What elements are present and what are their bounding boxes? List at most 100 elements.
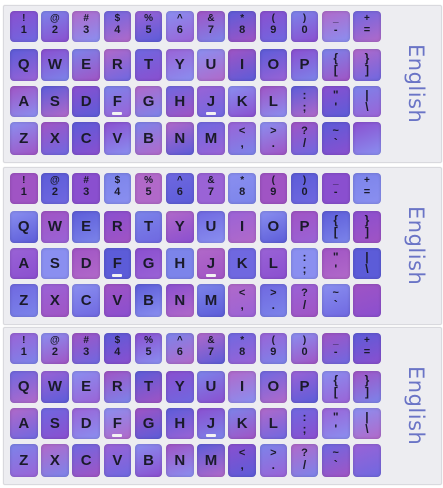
key-legend: Q: [17, 56, 30, 74]
key-sticker: L: [259, 408, 288, 439]
key-legend: S: [49, 254, 60, 272]
language-label: English: [396, 6, 436, 162]
key-shift-legend: >: [270, 125, 277, 137]
key-base-legend: ;: [302, 262, 307, 276]
key-legend: P: [299, 56, 310, 74]
key-sticker: % 5: [134, 11, 163, 42]
key-legend: L: [268, 92, 278, 110]
key-legend: X: [49, 451, 60, 469]
key-sticker: R: [103, 49, 132, 81]
key-shift-legend: !: [22, 13, 26, 24]
key-shift-legend: ~: [332, 287, 339, 299]
key-sticker: >.: [259, 444, 288, 477]
key-legend: T: [143, 56, 154, 74]
key-shift-legend: ": [332, 410, 339, 424]
key-sticker: ^ 6: [166, 11, 194, 42]
key-legend: G: [142, 92, 155, 110]
key-legend: T: [143, 378, 154, 396]
key-sticker: S: [41, 86, 69, 117]
key-sticker: Y: [166, 371, 194, 403]
key-legend: A: [18, 254, 30, 272]
key-sticker: P: [290, 49, 319, 81]
key-shift-legend: *: [240, 175, 245, 186]
key-shift-legend: *: [240, 335, 245, 346]
key-legend: Z: [19, 451, 29, 469]
key-sticker: * 8: [228, 173, 256, 204]
key-base-legend: ;: [302, 100, 307, 114]
key-legend: J: [206, 414, 216, 432]
key-sticker: U: [197, 211, 225, 243]
key-base-legend: ]: [364, 385, 369, 399]
key-shift-legend: +: [364, 175, 370, 186]
key-sticker: X: [41, 284, 69, 317]
key-sticker: <,: [228, 284, 256, 317]
key-legend: F: [112, 92, 122, 110]
key-sticker: X: [41, 444, 69, 477]
key-sticker: + =: [353, 11, 381, 42]
key-base-legend: =: [363, 186, 371, 198]
key-sticker: ! 1: [10, 173, 38, 204]
key-base-legend: 5: [145, 24, 152, 36]
key-legend: O: [267, 378, 280, 396]
key-legend: P: [299, 378, 310, 396]
key-sticker: J: [197, 408, 225, 439]
key-sticker: $4: [103, 173, 132, 204]
key-shift-legend: #: [83, 335, 89, 346]
key-base-legend: =: [363, 346, 371, 358]
key-sticker: ~ `: [322, 284, 350, 317]
key-shift-legend: ": [332, 88, 339, 102]
key-sticker: W: [41, 49, 69, 81]
key-legend: K: [236, 254, 248, 272]
key-legend: K: [236, 92, 248, 110]
key-shift-legend: |: [365, 250, 369, 264]
key-shift-legend: {: [333, 213, 339, 227]
key-base-legend: ,: [240, 298, 244, 312]
key-shift-legend: ": [332, 250, 339, 264]
key-legend: U: [205, 56, 217, 74]
key-sticker: T: [134, 371, 163, 403]
key-sticker: ~ `: [322, 444, 350, 477]
key-shift-legend: <: [238, 125, 246, 137]
key-base-legend: 7: [207, 346, 214, 358]
key-sticker: #3: [72, 333, 100, 364]
key-legend: Y: [174, 378, 185, 396]
key-legend: C: [80, 129, 92, 147]
key-base-legend: -: [333, 24, 338, 36]
key-shift-legend: |: [365, 88, 369, 102]
key-shift-legend: %: [144, 13, 153, 24]
key-base-legend: =: [363, 24, 371, 36]
key-sticker: G: [134, 86, 163, 117]
home-row-bump-marker: [205, 112, 216, 115]
key-legend: Q: [17, 218, 30, 236]
key-sticker: >.: [259, 284, 288, 317]
key-legend: Y: [174, 218, 185, 236]
key-base-legend: -: [333, 346, 338, 358]
key-sticker: :;: [290, 248, 319, 279]
key-sticker: C: [72, 444, 100, 477]
key-sticker: + =: [353, 173, 381, 204]
key-sticker: & 7: [197, 333, 225, 364]
key-shift-legend: ): [302, 175, 307, 186]
key-base-legend: 8: [239, 186, 246, 198]
home-row-bump-marker: [112, 434, 123, 437]
key-legend: K: [236, 414, 248, 432]
key-legend: H: [174, 254, 186, 272]
key-legend: W: [47, 56, 63, 74]
key-base-legend: /: [302, 136, 307, 150]
key-legend: Q: [17, 378, 30, 396]
key-legend: H: [174, 414, 186, 432]
key-sticker: }]: [353, 49, 381, 81]
key-sticker: P: [290, 211, 319, 243]
key-legend: F: [112, 414, 122, 432]
key-base-legend: `: [333, 136, 338, 150]
key-legend: O: [267, 218, 280, 236]
language-label: English: [396, 168, 436, 324]
key-shift-legend: }: [364, 213, 370, 227]
key-sticker: L: [259, 248, 288, 279]
key-shift-legend: ?: [301, 447, 308, 459]
key-sticker: U: [197, 371, 225, 403]
key-legend: M: [204, 291, 218, 309]
key-legend: X: [49, 129, 60, 147]
key-sticker: (9: [259, 173, 288, 204]
key-base-legend: 2: [51, 346, 58, 358]
